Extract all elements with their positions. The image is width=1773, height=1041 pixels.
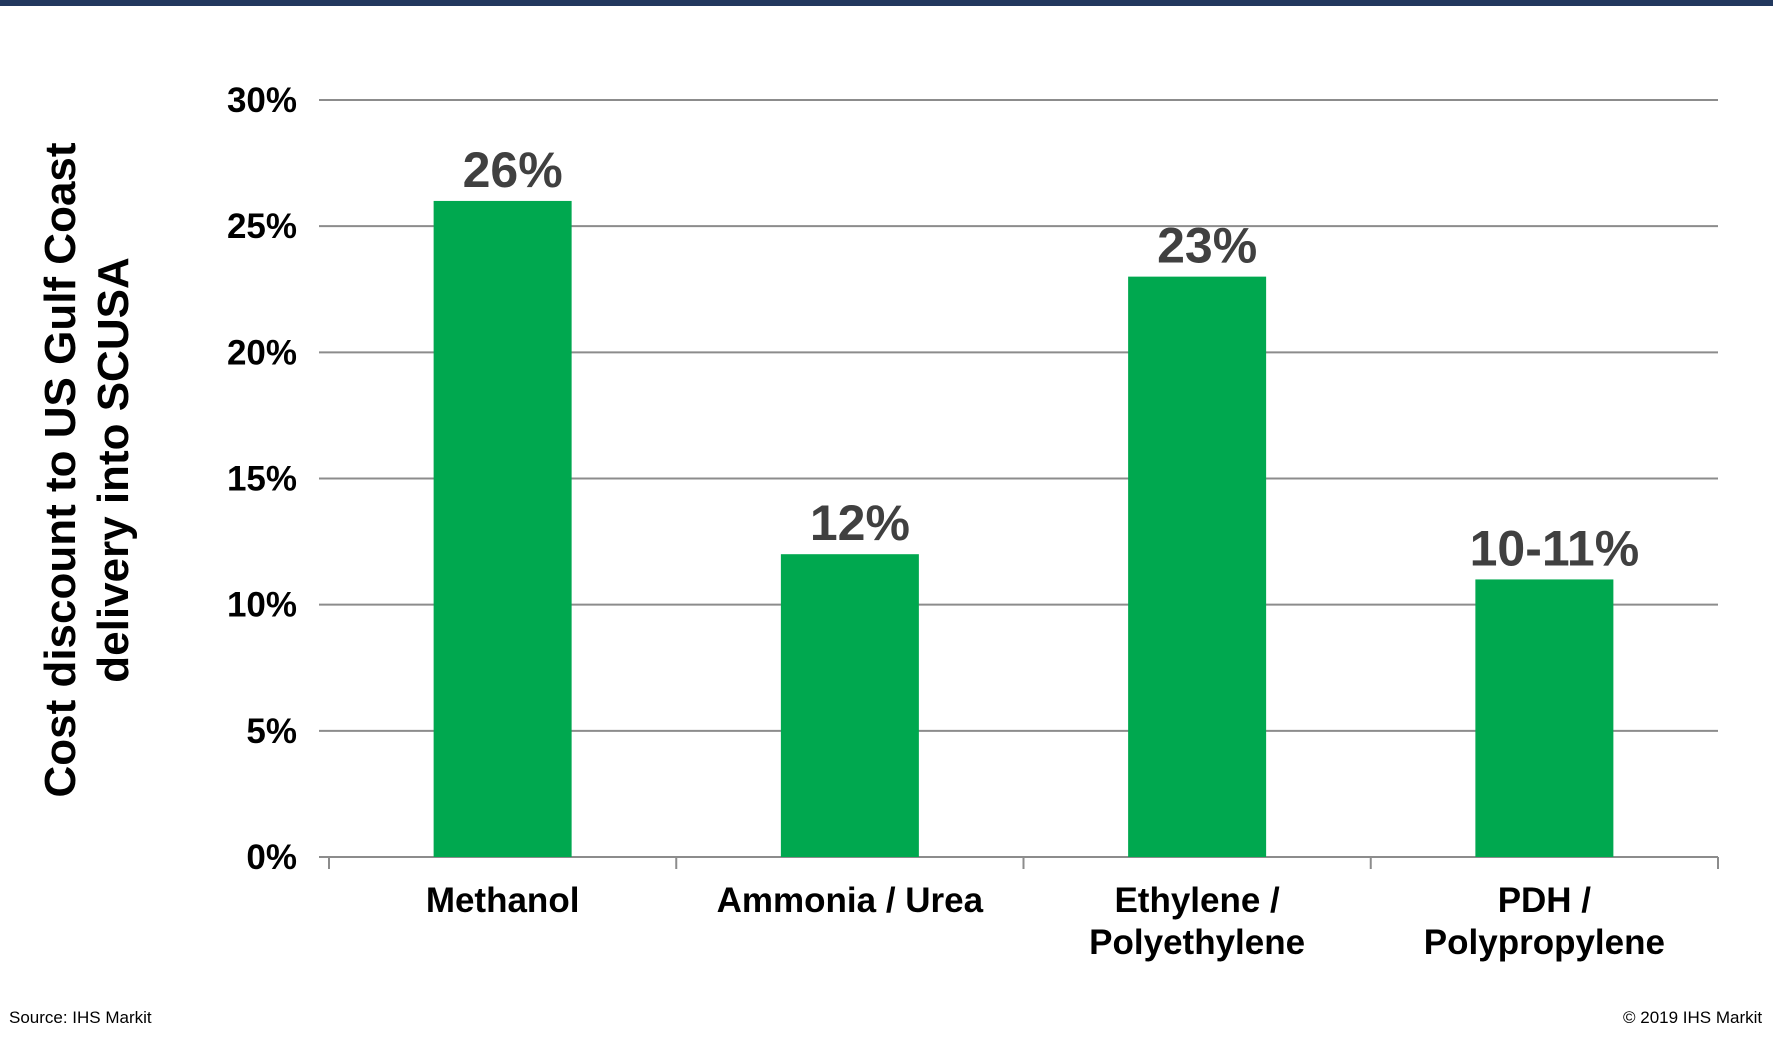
data-label: 23% <box>1157 218 1257 274</box>
y-tick-label: 20% <box>227 333 297 372</box>
y-axis-title-text: Cost discount to US Gulf Coastdelivery i… <box>36 142 138 797</box>
data-label: 26% <box>463 142 563 198</box>
category-label-line: Ammonia / Urea <box>717 881 984 920</box>
category-label-line: Ethylene / <box>1114 881 1280 920</box>
x-axis <box>319 856 1719 869</box>
data-label: 12% <box>810 495 910 551</box>
y-tick-label: 5% <box>246 712 297 751</box>
category-label: PDH / Polypropylene <box>1424 881 1665 962</box>
category-label-line: Polyethylene <box>1089 923 1305 962</box>
source-note: Source: IHS Markit <box>9 1008 152 1027</box>
category-label-line: Methanol <box>426 881 580 920</box>
category-label-line: Polypropylene <box>1424 923 1665 962</box>
bars <box>433 200 1614 858</box>
y-tick-label: 30% <box>227 81 297 120</box>
x-axis-categories: Methanol Ammonia / Urea Ethylene / Polyethy… <box>426 881 1665 962</box>
category-label: Ammonia / Urea <box>717 881 984 920</box>
y-tick-label: 15% <box>227 460 297 499</box>
bar <box>1475 579 1614 857</box>
y-axis-title-line: Cost discount to US Gulf Coast <box>36 142 85 797</box>
category-label: Ethylene / Polyethylene <box>1089 881 1305 962</box>
data-label: 10-11% <box>1470 520 1640 576</box>
y-tick-label: 10% <box>227 586 297 625</box>
y-axis-title-line: delivery into SCUSA <box>89 257 138 682</box>
top-accent-bar <box>0 0 1773 6</box>
bar <box>780 554 919 857</box>
y-axis-title: Cost discount to US Gulf Coastdelivery i… <box>36 142 138 797</box>
data-labels: 26% 12% 23% 10-11% <box>463 142 1640 577</box>
bar <box>433 200 572 857</box>
bar <box>1128 276 1267 858</box>
y-axis-ticks: 0% 5% 10% 15% 20% 25% 30% <box>227 81 297 877</box>
copyright-note: © 2019 IHS Markit <box>1623 1008 1763 1027</box>
y-tick-label: 25% <box>227 207 297 246</box>
category-label: Methanol <box>426 881 580 920</box>
y-tick-label: 0% <box>246 838 297 877</box>
category-label-line: PDH / <box>1498 881 1592 920</box>
